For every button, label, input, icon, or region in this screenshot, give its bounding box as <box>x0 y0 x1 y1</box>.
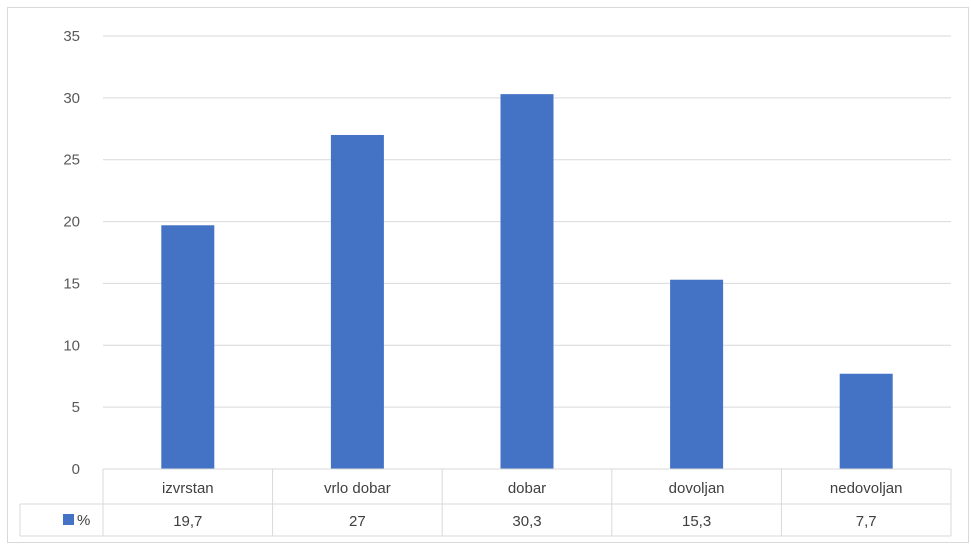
bar-izvrstan <box>161 225 215 469</box>
data-table: izvrstan 19,7 vrlo dobar 27 dobar 30,3 dovolja… <box>19 468 952 537</box>
y-tick-label: 5 <box>72 399 80 416</box>
y-axis: 0 5 10 15 20 25 30 35 <box>63 28 80 478</box>
y-tick-label: 0 <box>72 461 80 478</box>
bar-dobar <box>500 94 554 469</box>
x-tick-label: dobar <box>508 480 546 497</box>
y-tick-label: 20 <box>63 214 80 231</box>
bar-dovoljan <box>670 279 724 469</box>
bar-nedovoljan <box>839 373 893 469</box>
bar-vrlo-dobar <box>330 134 384 469</box>
bars <box>161 94 893 469</box>
x-tick-label: dovoljan <box>669 480 725 497</box>
legend-swatch <box>63 514 74 525</box>
chart-border <box>7 7 969 543</box>
y-tick-label: 15 <box>63 275 80 292</box>
y-tick-label: 35 <box>63 28 80 45</box>
y-tick-label: 25 <box>63 152 80 169</box>
y-tick-label: 30 <box>63 90 80 107</box>
data-label: 15,3 <box>682 513 711 530</box>
legend-series-name: % <box>77 512 90 529</box>
data-label: 7,7 <box>856 513 877 530</box>
x-tick-label: izvrstan <box>162 480 214 497</box>
x-tick-label: nedovoljan <box>830 480 903 497</box>
data-label: 30,3 <box>512 513 541 530</box>
data-label: 19,7 <box>173 513 202 530</box>
x-tick-label: vrlo dobar <box>324 480 391 497</box>
data-label: 27 <box>349 513 366 530</box>
y-tick-label: 10 <box>63 337 80 354</box>
